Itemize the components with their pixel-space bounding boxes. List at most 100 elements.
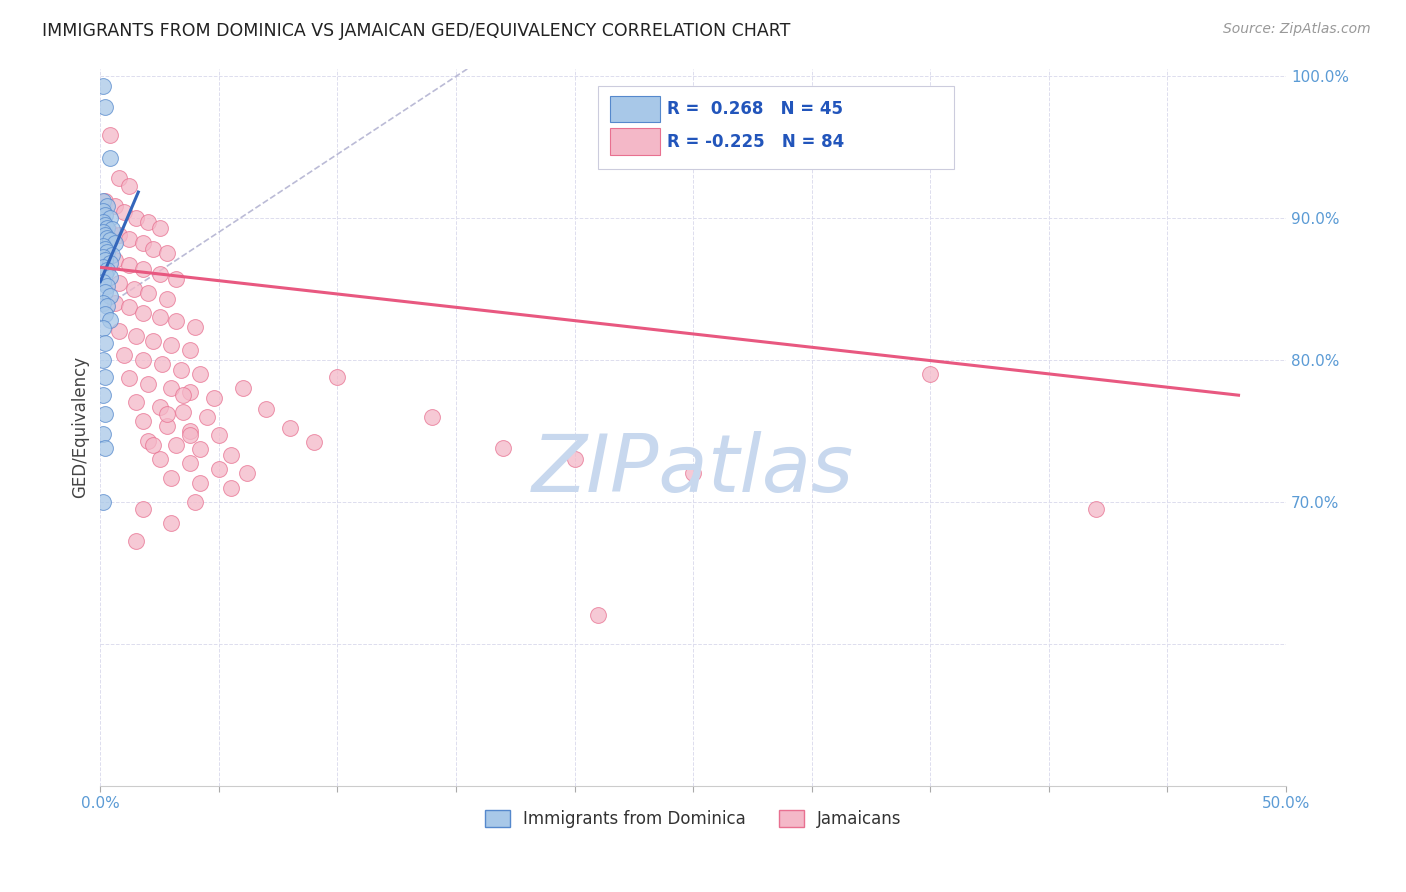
Point bbox=[219, 448, 242, 462]
Point bbox=[94, 227, 117, 242]
Text: ZIPatlas: ZIPatlas bbox=[531, 431, 855, 509]
Point bbox=[564, 452, 586, 467]
Point bbox=[91, 388, 114, 402]
Text: R = -0.225   N = 84: R = -0.225 N = 84 bbox=[666, 133, 845, 151]
Point bbox=[149, 268, 172, 282]
Point bbox=[91, 251, 114, 265]
Point bbox=[179, 428, 201, 442]
Text: R =  0.268   N = 45: R = 0.268 N = 45 bbox=[666, 101, 844, 119]
Point bbox=[136, 285, 159, 300]
Point bbox=[91, 494, 114, 508]
Point bbox=[179, 456, 201, 470]
Point bbox=[202, 391, 225, 405]
FancyBboxPatch shape bbox=[599, 87, 955, 169]
Point bbox=[184, 320, 207, 334]
Point bbox=[91, 321, 114, 335]
Point bbox=[160, 470, 183, 484]
Point bbox=[96, 278, 118, 293]
Point bbox=[96, 263, 118, 277]
FancyBboxPatch shape bbox=[610, 128, 659, 154]
Point bbox=[125, 534, 148, 549]
Point bbox=[118, 232, 141, 246]
Point bbox=[188, 476, 211, 491]
Point bbox=[98, 270, 121, 285]
Point bbox=[94, 369, 117, 384]
Point bbox=[125, 211, 148, 225]
Point bbox=[101, 247, 124, 261]
Point bbox=[103, 296, 125, 310]
Point bbox=[188, 442, 211, 457]
Point bbox=[94, 218, 117, 232]
Point bbox=[91, 275, 114, 289]
Point bbox=[94, 268, 117, 282]
Point bbox=[96, 299, 118, 313]
Point bbox=[132, 236, 155, 251]
Point bbox=[125, 328, 148, 343]
Point bbox=[278, 421, 301, 435]
Text: IMMIGRANTS FROM DOMINICA VS JAMAICAN GED/EQUIVALENCY CORRELATION CHART: IMMIGRANTS FROM DOMINICA VS JAMAICAN GED… bbox=[42, 22, 790, 40]
Point bbox=[112, 205, 135, 219]
Point bbox=[156, 419, 179, 434]
Point bbox=[108, 170, 131, 185]
Point bbox=[94, 335, 117, 350]
Point bbox=[141, 334, 163, 349]
Point bbox=[208, 462, 231, 476]
Point bbox=[156, 407, 179, 421]
Point bbox=[94, 285, 117, 299]
Point bbox=[91, 260, 114, 275]
Point bbox=[103, 236, 125, 251]
Point bbox=[170, 362, 193, 376]
Point bbox=[188, 367, 211, 381]
Point bbox=[91, 78, 114, 93]
Point bbox=[108, 227, 131, 242]
Point bbox=[160, 381, 183, 395]
Point bbox=[91, 352, 114, 367]
Point bbox=[420, 409, 443, 424]
Point bbox=[920, 367, 942, 381]
Point bbox=[172, 388, 194, 402]
Point bbox=[112, 348, 135, 362]
Point bbox=[326, 369, 349, 384]
Point bbox=[101, 222, 124, 236]
Point bbox=[132, 352, 155, 367]
Point bbox=[150, 357, 173, 371]
Point bbox=[96, 244, 118, 259]
Point bbox=[588, 608, 610, 623]
Point bbox=[96, 230, 118, 244]
Point bbox=[136, 434, 159, 448]
Point bbox=[125, 395, 148, 409]
Point bbox=[179, 424, 201, 438]
Point bbox=[94, 208, 117, 222]
Point bbox=[682, 467, 704, 481]
Point bbox=[94, 100, 117, 114]
Point bbox=[91, 296, 114, 310]
Point bbox=[96, 220, 118, 235]
Point bbox=[184, 494, 207, 508]
Point bbox=[165, 314, 187, 328]
Point bbox=[149, 452, 172, 467]
Point bbox=[108, 324, 131, 338]
Point bbox=[96, 199, 118, 213]
Point bbox=[91, 426, 114, 441]
Point bbox=[98, 233, 121, 247]
Point bbox=[195, 409, 218, 424]
Point bbox=[98, 313, 121, 327]
Point bbox=[94, 253, 117, 268]
Point bbox=[160, 338, 183, 352]
Point bbox=[156, 292, 179, 306]
Point bbox=[165, 271, 187, 285]
Point bbox=[94, 407, 117, 421]
Point bbox=[149, 310, 172, 324]
Point bbox=[103, 253, 125, 268]
Point bbox=[94, 242, 117, 256]
Point bbox=[91, 203, 114, 218]
Point bbox=[118, 258, 141, 272]
Point bbox=[94, 194, 117, 208]
FancyBboxPatch shape bbox=[610, 95, 659, 122]
Point bbox=[94, 441, 117, 455]
Point bbox=[122, 282, 145, 296]
Point bbox=[165, 438, 187, 452]
Point bbox=[1085, 501, 1108, 516]
Point bbox=[132, 414, 155, 428]
Point bbox=[136, 376, 159, 391]
